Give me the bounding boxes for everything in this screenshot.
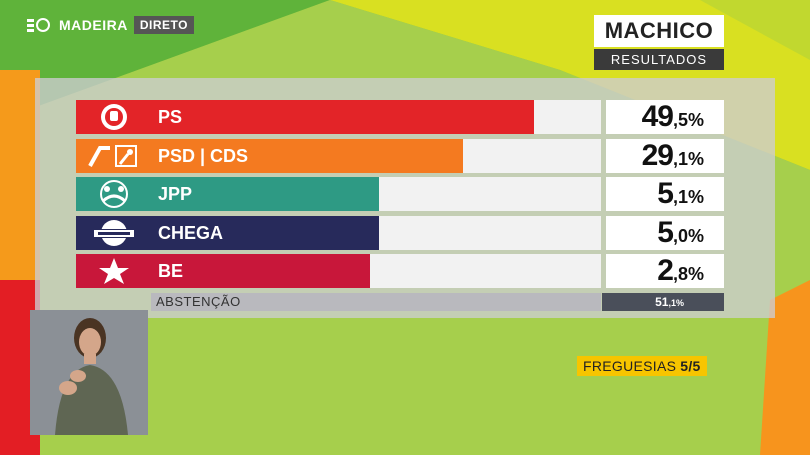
result-row-be: BE	[76, 254, 601, 288]
parishes-label: FREGUESIAS	[583, 358, 677, 374]
result-value-psd-cds: 29,1%	[606, 139, 724, 173]
result-bar-ps	[76, 100, 534, 134]
result-decimal-be: ,8%	[672, 264, 704, 284]
be-star-icon	[76, 254, 151, 288]
channel-brand: MADEIRA	[59, 17, 128, 33]
psd-cds-arrows-icon	[76, 139, 151, 173]
result-whole-ps: 49	[641, 100, 674, 133]
result-value-jpp: 5,1%	[606, 177, 724, 211]
page-subtitle: RESULTADOS	[594, 49, 724, 70]
live-badge: DIRETO	[133, 16, 194, 34]
parishes-counter: FREGUESIAS 5/5	[577, 356, 707, 376]
result-decimal-psd-cds: ,1%	[672, 149, 704, 169]
result-decimal-ps: ,5%	[672, 110, 704, 130]
result-value-chega: 5,0%	[606, 216, 724, 250]
result-row-jpp: JPP	[76, 177, 601, 211]
party-name-chega: CHEGA	[158, 223, 224, 243]
result-whole-chega: 5	[657, 216, 674, 249]
parishes-count: 5/5	[680, 358, 701, 374]
party-name-jpp: JPP	[158, 184, 193, 204]
abstention-value: 51,1%	[602, 293, 724, 311]
result-row-chega: CHEGA	[76, 216, 601, 250]
result-whole-psd-cds: 29	[641, 139, 674, 172]
result-whole-jpp: 5	[657, 177, 674, 210]
party-name-ps: PS	[158, 107, 183, 127]
result-row-psd-cds: PSD | CDS	[76, 139, 601, 173]
result-row-ps: PS	[76, 100, 601, 134]
rtp-mark-icon	[27, 17, 53, 33]
abstention-decimal: ,1%	[668, 298, 684, 308]
result-decimal-chega: ,0%	[672, 226, 704, 246]
result-value-be: 2,8%	[606, 254, 724, 288]
header: MACHICO RESULTADOS	[594, 15, 724, 70]
channel-logo: MADEIRA DIRETO	[27, 14, 194, 36]
abstention-whole: 51	[655, 295, 669, 309]
party-name-be: BE	[158, 261, 184, 281]
jpp-figures-icon	[76, 177, 151, 211]
sign-language-interpreter-video	[30, 310, 148, 435]
chega-badge-icon	[76, 216, 151, 250]
page-title: MACHICO	[594, 15, 724, 47]
result-value-ps: 49,5%	[606, 100, 724, 134]
abstention-label: ABSTENÇÃO	[151, 293, 601, 311]
rose-fist-icon	[76, 100, 151, 134]
result-whole-be: 2	[657, 254, 674, 287]
result-decimal-jpp: ,1%	[672, 187, 704, 207]
party-name-psd-cds: PSD | CDS	[158, 146, 249, 166]
